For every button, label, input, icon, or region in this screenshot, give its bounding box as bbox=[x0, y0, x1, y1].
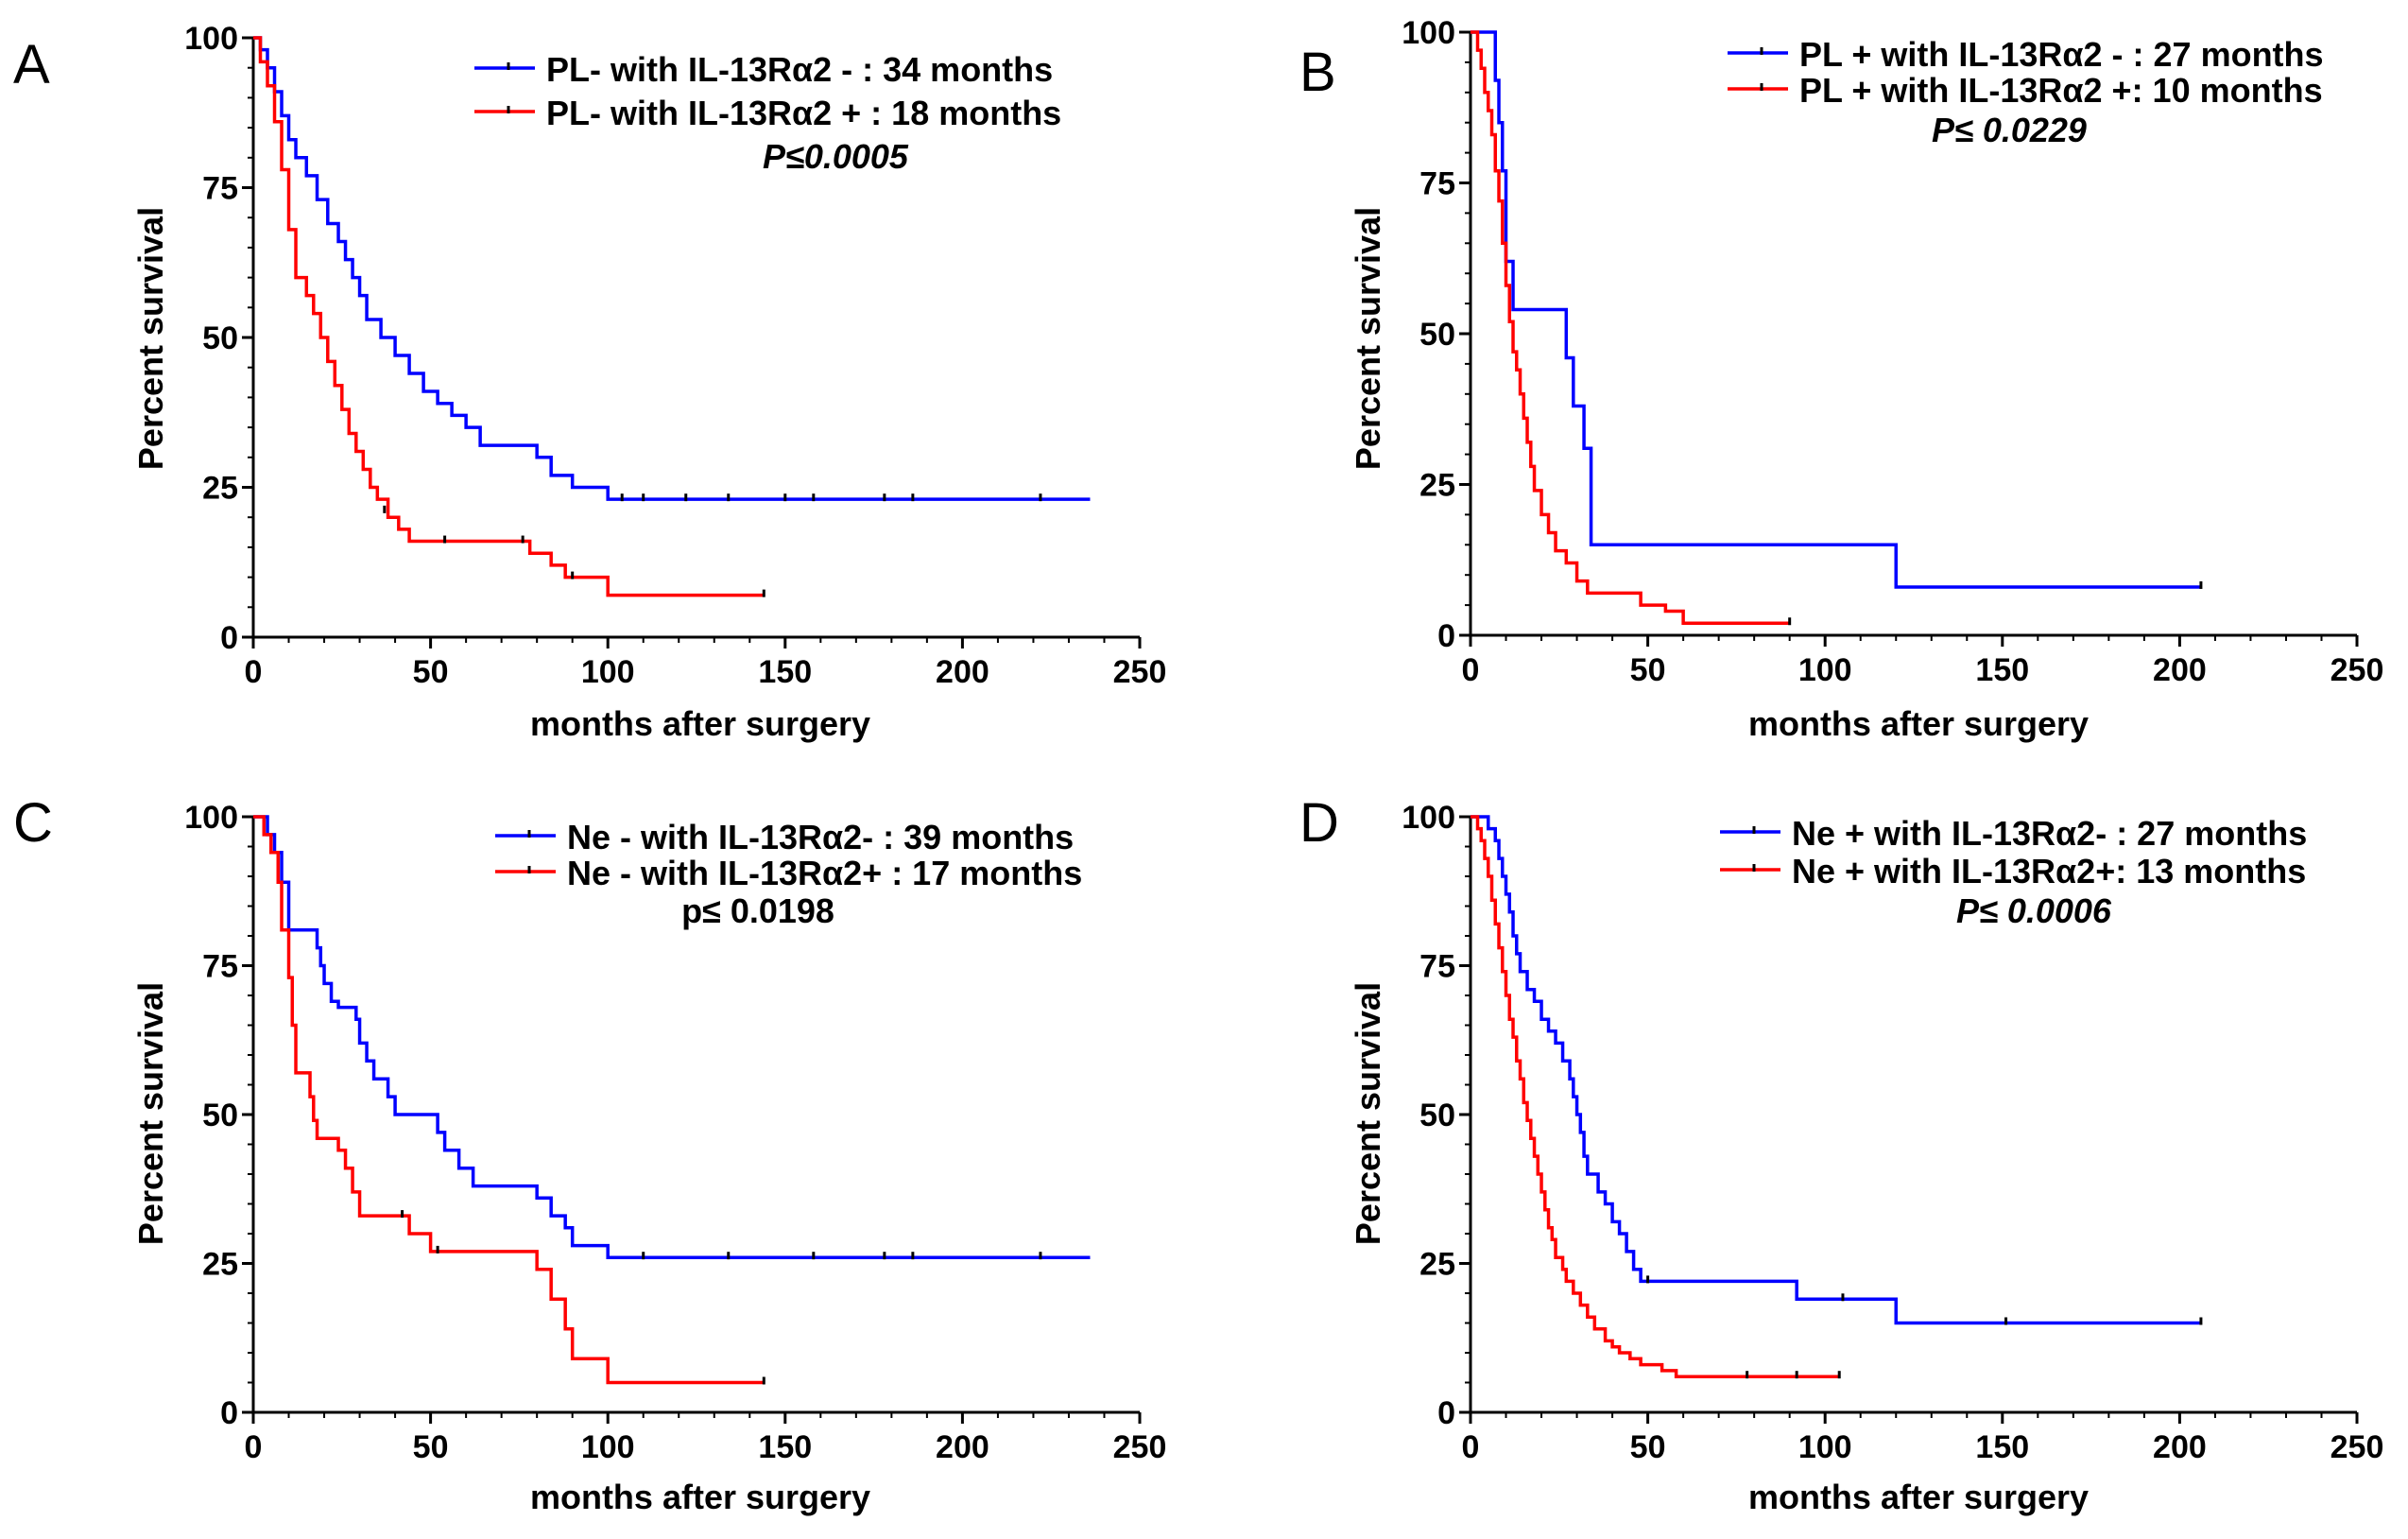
x-tick-label: 100 bbox=[1798, 1429, 1852, 1465]
survival-curve-red bbox=[253, 815, 765, 1385]
legend-entry-2: PL- with IL-13Rα2 + : 18 months bbox=[546, 94, 1061, 132]
x-tick-label: 200 bbox=[2153, 1429, 2207, 1465]
y-tick-label: 75 bbox=[1419, 949, 1455, 985]
y-tick-label: 50 bbox=[202, 320, 238, 356]
y-tick-label: 100 bbox=[1402, 800, 1455, 836]
x-tick-label: 0 bbox=[245, 1429, 263, 1465]
y-tick-label: 25 bbox=[1419, 1247, 1455, 1283]
y-axis-title: Percent survival bbox=[1349, 982, 1387, 1245]
y-tick-label: 100 bbox=[184, 21, 238, 57]
legend-entry-1: Ne - with IL-13Rα2- : 39 months bbox=[567, 818, 1074, 856]
x-tick-label: 0 bbox=[245, 654, 263, 690]
y-tick-label: 100 bbox=[184, 800, 238, 836]
panel-letter: A bbox=[13, 34, 50, 95]
y-tick-label: 0 bbox=[1437, 618, 1455, 654]
p-value: P≤ 0.0006 bbox=[1956, 891, 2112, 930]
x-tick-label: 250 bbox=[1113, 1429, 1167, 1465]
y-axis-title: Percent survival bbox=[131, 207, 170, 470]
x-tick-label: 0 bbox=[1462, 652, 1480, 688]
panel-letter: D bbox=[1299, 792, 1339, 854]
p-value: P≤ 0.0229 bbox=[1932, 111, 2087, 149]
x-tick-label: 100 bbox=[581, 1429, 635, 1465]
y-tick-label: 0 bbox=[1437, 1395, 1455, 1431]
survival-curve-blue bbox=[1471, 30, 2201, 589]
y-axis-title: Percent survival bbox=[131, 982, 170, 1245]
survival-curve-blue bbox=[253, 36, 1091, 501]
x-tick-label: 150 bbox=[758, 654, 812, 690]
x-axis-title: months after surgery bbox=[1748, 1478, 2089, 1516]
x-tick-label: 200 bbox=[936, 1429, 989, 1465]
panel-letter: B bbox=[1299, 42, 1336, 103]
legend-entry-2: Ne - with IL-13Rα2+ : 17 months bbox=[567, 854, 1082, 892]
panel-c: C Percent survival months after surgery … bbox=[13, 792, 1166, 1516]
survival-curve-red bbox=[1471, 30, 1790, 625]
x-tick-label: 150 bbox=[1975, 1429, 2029, 1465]
x-axis-title: months after surgery bbox=[530, 1478, 870, 1516]
x-tick-label: 200 bbox=[936, 654, 989, 690]
y-tick-label: 50 bbox=[1419, 317, 1455, 353]
x-axis-title: months after surgery bbox=[530, 704, 870, 743]
survival-curve-blue bbox=[1471, 815, 2201, 1325]
x-tick-label: 150 bbox=[758, 1429, 812, 1465]
y-tick-label: 25 bbox=[202, 1247, 238, 1283]
legend-entry-1: Ne + with IL-13Rα2- : 27 months bbox=[1792, 814, 2307, 853]
legend-entry-1: PL + with IL-13Rα2 - : 27 months bbox=[1799, 35, 2324, 74]
legend-entry-1: PL- with IL-13Rα2 - : 34 months bbox=[546, 50, 1053, 89]
y-tick-label: 25 bbox=[202, 471, 238, 507]
y-tick-label: 50 bbox=[1419, 1098, 1455, 1133]
panel-letter: C bbox=[13, 792, 53, 854]
survival-curve-blue bbox=[253, 815, 1091, 1259]
x-tick-label: 250 bbox=[2331, 1429, 2384, 1465]
panel-b: B Percent survival months after surgery … bbox=[1299, 15, 2383, 743]
x-axis-title: months after surgery bbox=[1748, 704, 2089, 743]
x-tick-label: 50 bbox=[413, 654, 449, 690]
y-tick-label: 0 bbox=[220, 620, 238, 656]
x-tick-label: 250 bbox=[2331, 652, 2384, 688]
y-tick-label: 25 bbox=[1419, 468, 1455, 504]
panel-a: A Percent survival months after surgery … bbox=[13, 21, 1166, 743]
y-tick-label: 75 bbox=[202, 171, 238, 207]
survival-curve-red bbox=[1471, 815, 1840, 1378]
x-tick-label: 100 bbox=[1798, 652, 1852, 688]
x-tick-label: 0 bbox=[1462, 1429, 1480, 1465]
x-tick-label: 50 bbox=[1630, 1429, 1666, 1465]
y-tick-label: 75 bbox=[202, 949, 238, 985]
x-tick-label: 100 bbox=[581, 654, 635, 690]
y-axis-title: Percent survival bbox=[1349, 207, 1387, 470]
y-tick-label: 100 bbox=[1402, 15, 1455, 51]
x-tick-label: 50 bbox=[1630, 652, 1666, 688]
y-tick-label: 50 bbox=[202, 1098, 238, 1133]
panel-d: D Percent survival months after surgery … bbox=[1299, 792, 2383, 1516]
x-tick-label: 150 bbox=[1975, 652, 2029, 688]
x-tick-label: 200 bbox=[2153, 652, 2207, 688]
survival-curve-red bbox=[253, 36, 765, 597]
legend-entry-2: Ne + with IL-13Rα2+: 13 months bbox=[1792, 852, 2306, 891]
x-tick-label: 250 bbox=[1113, 654, 1167, 690]
x-tick-label: 50 bbox=[413, 1429, 449, 1465]
p-value: P≤0.0005 bbox=[763, 137, 909, 176]
p-value: p≤ 0.0198 bbox=[681, 891, 834, 930]
y-tick-label: 0 bbox=[220, 1395, 238, 1431]
legend-entry-2: PL + with IL-13Rα2 +: 10 months bbox=[1799, 71, 2323, 110]
y-tick-label: 75 bbox=[1419, 166, 1455, 202]
